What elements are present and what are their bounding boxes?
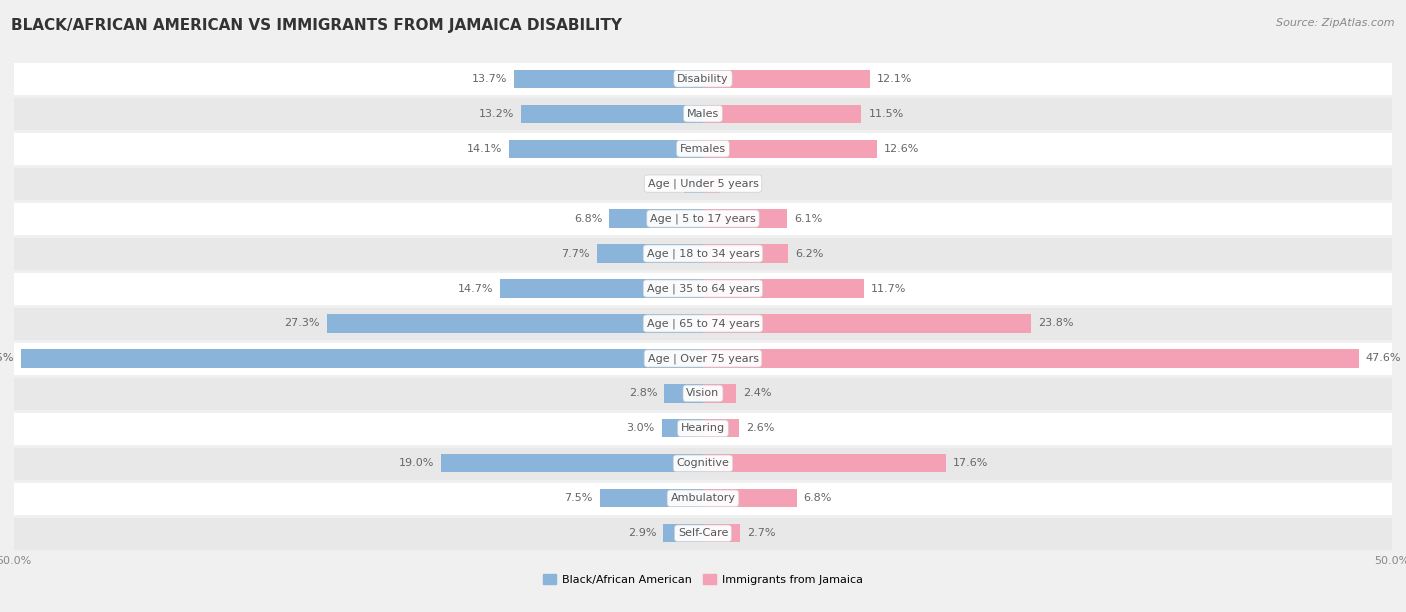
Bar (662, 419, 703, 438)
Text: 2.7%: 2.7% (747, 528, 776, 539)
Text: Self-Care: Self-Care (678, 528, 728, 539)
Bar (703, 105, 862, 123)
Bar (326, 315, 703, 332)
Text: Females: Females (681, 144, 725, 154)
Text: Hearing: Hearing (681, 424, 725, 433)
Text: BLACK/AFRICAN AMERICAN VS IMMIGRANTS FROM JAMAICA DISABILITY: BLACK/AFRICAN AMERICAN VS IMMIGRANTS FRO… (11, 18, 623, 34)
Bar (703, 489, 797, 507)
Text: 6.1%: 6.1% (794, 214, 823, 223)
Text: Age | 35 to 64 years: Age | 35 to 64 years (647, 283, 759, 294)
Bar (703, 209, 787, 228)
Text: 14.1%: 14.1% (467, 144, 502, 154)
Text: Age | 18 to 34 years: Age | 18 to 34 years (647, 248, 759, 259)
Bar (703, 174, 720, 193)
Text: 14.7%: 14.7% (458, 283, 494, 294)
Bar (665, 384, 703, 403)
FancyBboxPatch shape (14, 481, 1392, 516)
FancyBboxPatch shape (14, 306, 1392, 341)
FancyBboxPatch shape (14, 341, 1392, 376)
Bar (21, 349, 703, 368)
Text: 19.0%: 19.0% (399, 458, 434, 468)
Legend: Black/African American, Immigrants from Jamaica: Black/African American, Immigrants from … (538, 570, 868, 589)
Text: 6.8%: 6.8% (574, 214, 602, 223)
Bar (664, 524, 703, 542)
Text: Age | 65 to 74 years: Age | 65 to 74 years (647, 318, 759, 329)
Bar (703, 419, 738, 438)
FancyBboxPatch shape (14, 96, 1392, 131)
Text: 13.2%: 13.2% (479, 109, 515, 119)
FancyBboxPatch shape (14, 411, 1392, 446)
Bar (703, 244, 789, 263)
Text: Cognitive: Cognitive (676, 458, 730, 468)
Bar (703, 70, 870, 88)
Text: 2.8%: 2.8% (628, 389, 658, 398)
Text: 12.1%: 12.1% (876, 73, 912, 84)
Text: 49.5%: 49.5% (0, 354, 14, 364)
Text: Age | Over 75 years: Age | Over 75 years (648, 353, 758, 364)
Bar (522, 105, 703, 123)
FancyBboxPatch shape (14, 201, 1392, 236)
Text: 2.4%: 2.4% (742, 389, 772, 398)
Text: 7.7%: 7.7% (561, 248, 591, 258)
Text: 23.8%: 23.8% (1038, 318, 1073, 329)
Text: Disability: Disability (678, 73, 728, 84)
Text: Males: Males (688, 109, 718, 119)
Text: 17.6%: 17.6% (952, 458, 988, 468)
FancyBboxPatch shape (14, 271, 1392, 306)
Text: Vision: Vision (686, 389, 720, 398)
FancyBboxPatch shape (14, 236, 1392, 271)
Bar (515, 70, 703, 88)
Bar (609, 209, 703, 228)
Text: 6.8%: 6.8% (804, 493, 832, 503)
Bar (703, 384, 737, 403)
Bar (703, 140, 876, 158)
Text: 47.6%: 47.6% (1365, 354, 1402, 364)
FancyBboxPatch shape (14, 131, 1392, 166)
Bar (703, 315, 1031, 332)
Bar (703, 454, 945, 472)
Text: 7.5%: 7.5% (564, 493, 593, 503)
Text: 2.9%: 2.9% (627, 528, 657, 539)
Bar (703, 524, 740, 542)
FancyBboxPatch shape (14, 376, 1392, 411)
FancyBboxPatch shape (14, 516, 1392, 551)
Bar (703, 280, 865, 297)
Bar (683, 174, 703, 193)
FancyBboxPatch shape (14, 61, 1392, 96)
Text: 6.2%: 6.2% (796, 248, 824, 258)
Text: Ambulatory: Ambulatory (671, 493, 735, 503)
FancyBboxPatch shape (14, 166, 1392, 201)
Text: Source: ZipAtlas.com: Source: ZipAtlas.com (1277, 18, 1395, 28)
Text: Age | 5 to 17 years: Age | 5 to 17 years (650, 214, 756, 224)
Bar (501, 280, 703, 297)
Text: 13.7%: 13.7% (472, 73, 508, 84)
FancyBboxPatch shape (14, 446, 1392, 481)
Bar (509, 140, 703, 158)
Bar (703, 349, 1358, 368)
Text: 2.6%: 2.6% (745, 424, 775, 433)
Text: 11.5%: 11.5% (869, 109, 904, 119)
Text: 1.4%: 1.4% (648, 179, 676, 188)
Text: 11.7%: 11.7% (872, 283, 907, 294)
Text: 27.3%: 27.3% (284, 318, 321, 329)
Bar (441, 454, 703, 472)
Bar (599, 489, 703, 507)
Text: 3.0%: 3.0% (627, 424, 655, 433)
Text: Age | Under 5 years: Age | Under 5 years (648, 178, 758, 189)
Text: 12.6%: 12.6% (883, 144, 920, 154)
Bar (598, 244, 703, 263)
Text: 1.2%: 1.2% (727, 179, 755, 188)
